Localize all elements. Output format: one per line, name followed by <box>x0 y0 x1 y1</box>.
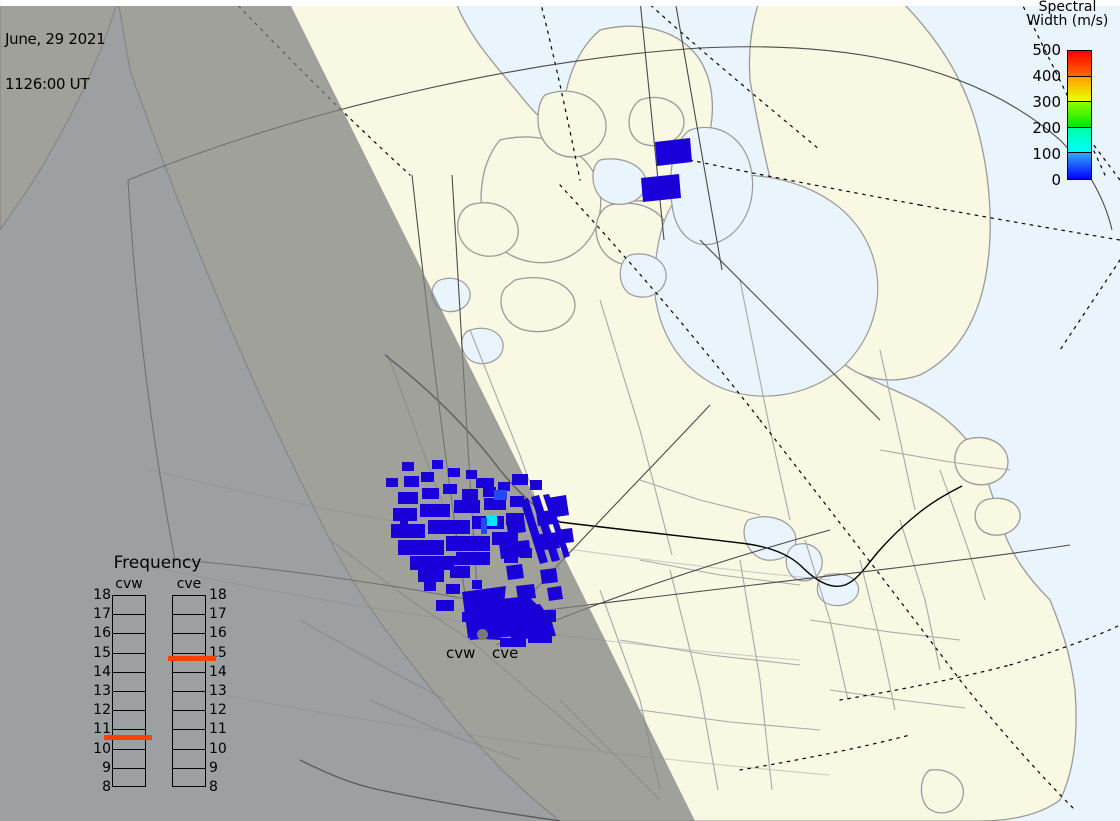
radar-echo-cells <box>386 138 692 647</box>
frequency-scale-cve <box>172 595 206 787</box>
frequency-label-cvw-16: 16 <box>93 625 111 642</box>
frequency-cell-cve-7 <box>173 730 205 750</box>
frequency-column-header-cve: cve <box>176 576 202 592</box>
echo-cluster-nw <box>386 460 524 582</box>
frequency-marker-cve <box>168 656 216 662</box>
frequency-cell-cvw-6 <box>113 711 145 731</box>
frequency-label-cvw-10: 10 <box>93 740 111 757</box>
frequency-label-cve-14: 14 <box>209 663 227 680</box>
frequency-cell-cve-2 <box>173 634 205 654</box>
arctic-channel-a <box>592 158 647 205</box>
arctic-island-d <box>500 276 576 333</box>
colorbar-title-line1: Spectral <box>1038 0 1097 15</box>
colorbar-tick-300: 300 <box>1032 93 1061 111</box>
arctic-island-b <box>457 202 519 257</box>
frequency-cell-cve-5 <box>173 692 205 712</box>
great-slave-lake <box>461 327 504 365</box>
frequency-cell-cvw-5 <box>113 692 145 712</box>
frequency-cell-cve-0 <box>173 596 205 616</box>
frequency-label-cve-16: 16 <box>209 625 227 642</box>
frequency-label-cve-15: 15 <box>209 644 227 661</box>
frequency-label-cvw-12: 12 <box>93 702 111 719</box>
frequency-cell-cve-4 <box>173 673 205 692</box>
frequency-cell-cvw-3 <box>113 654 145 673</box>
inland-lake-a <box>619 253 667 298</box>
frequency-label-cvw-11: 11 <box>93 721 111 738</box>
colorbar-segment-4 <box>1068 153 1091 179</box>
colorbar-segment-1 <box>1068 76 1091 103</box>
geomagnetic-grid <box>232 0 1120 811</box>
frequency-cell-cve-8 <box>173 750 205 769</box>
newfoundland-landmass <box>954 436 1009 486</box>
frequency-label-cve-11: 11 <box>209 721 227 738</box>
echo-cell-north-b <box>641 174 681 202</box>
echo-cell-accent-a <box>494 490 507 500</box>
site-label-cvw: cvw <box>446 644 476 662</box>
cuba-landmass <box>920 769 964 814</box>
colorbar-panel: Spectral Width (m/s) 500 400 300 200 100 0 <box>1015 0 1120 200</box>
top-white-band <box>0 0 1120 6</box>
frequency-label-cve-8: 8 <box>209 779 218 795</box>
frequency-scale-cvw <box>112 595 146 787</box>
frequency-label-cvw-14: 14 <box>93 663 111 680</box>
frequency-labels-cve: 18 17 16 15 14 13 12 11 10 9 8 <box>209 587 235 794</box>
frequency-cell-cvw-9 <box>113 769 145 788</box>
echo-cell-north-a <box>655 138 692 166</box>
frequency-panel-title: Frequency <box>113 553 202 573</box>
colorbar-segment-2 <box>1068 102 1091 128</box>
frequency-cell-cvw-4 <box>113 673 145 692</box>
frequency-cell-cvw-1 <box>113 615 145 635</box>
frequency-cell-cve-9 <box>173 769 205 788</box>
colorbar-tick-labels: 500 400 300 200 100 0 <box>1015 40 1063 189</box>
frequency-cell-cve-1 <box>173 615 205 635</box>
colorbar-tick-500: 500 <box>1032 41 1061 59</box>
frequency-cell-cvw-2 <box>113 634 145 654</box>
inland-water <box>431 126 879 607</box>
frequency-cell-cve-6 <box>173 711 205 731</box>
lake-erie-ontario <box>816 573 860 607</box>
timestamp-block: June, 29 2021 1126:00 UT <box>5 2 106 122</box>
frequency-label-cvw-9: 9 <box>102 759 111 776</box>
colorbar-title-line2: Width (m/s) <box>1026 13 1109 29</box>
frequency-label-cvw-8: 8 <box>102 779 111 795</box>
echo-cell-accent-b <box>481 518 487 534</box>
frequency-label-cve-18: 18 <box>209 587 227 603</box>
frequency-cell-cve-3 <box>173 654 205 673</box>
colorbar-segment-3 <box>1068 127 1091 154</box>
frequency-marker-cvw <box>104 735 152 741</box>
frequency-cell-cvw-8 <box>113 750 145 769</box>
colorbar-tick-400: 400 <box>1032 67 1061 85</box>
frequency-label-cve-17: 17 <box>209 606 227 623</box>
frequency-label-cve-12: 12 <box>209 702 227 719</box>
colorbar-title: Spectral Width (m/s) <box>1015 0 1120 28</box>
echo-cluster-east <box>445 474 542 622</box>
frequency-labels-cvw: 18 17 16 15 14 13 12 11 10 9 8 <box>85 587 111 794</box>
timestamp-time: 1126:00 UT <box>5 75 90 93</box>
colorbar-tick-100: 100 <box>1032 145 1061 163</box>
frequency-label-cve-9: 9 <box>209 759 218 776</box>
colorbar-segment-0 <box>1068 51 1091 77</box>
colorbar-tick-0: 0 <box>1051 171 1061 189</box>
lake-michigan-huron <box>785 543 823 582</box>
frequency-label-cvw-17: 17 <box>93 606 111 623</box>
site-label-cve: cve <box>492 644 519 662</box>
frequency-column-header-cvw: cvw <box>115 576 143 592</box>
nova-scotia-landmass <box>974 497 1021 536</box>
echo-cell-accent-cyan <box>486 515 497 526</box>
frequency-label-cvw-15: 15 <box>93 644 111 661</box>
arctic-island-e <box>628 96 685 147</box>
timestamp-date: June, 29 2021 <box>5 30 106 48</box>
colorbar-gradient-box <box>1067 50 1092 180</box>
frequency-label-cve-10: 10 <box>209 740 227 757</box>
frequency-label-cvw-18: 18 <box>93 587 111 603</box>
radar-site-marker <box>477 629 488 640</box>
frequency-cell-cvw-7 <box>113 730 145 750</box>
colorbar-tick-200: 200 <box>1032 119 1061 137</box>
frequency-panel: Frequency cvw cve 18 17 16 15 14 13 12 11 10 9 8 1… <box>85 553 230 795</box>
frequency-label-cve-13: 13 <box>209 683 227 699</box>
frequency-cell-cvw-0 <box>113 596 145 616</box>
frequency-label-cvw-13: 13 <box>93 683 111 699</box>
